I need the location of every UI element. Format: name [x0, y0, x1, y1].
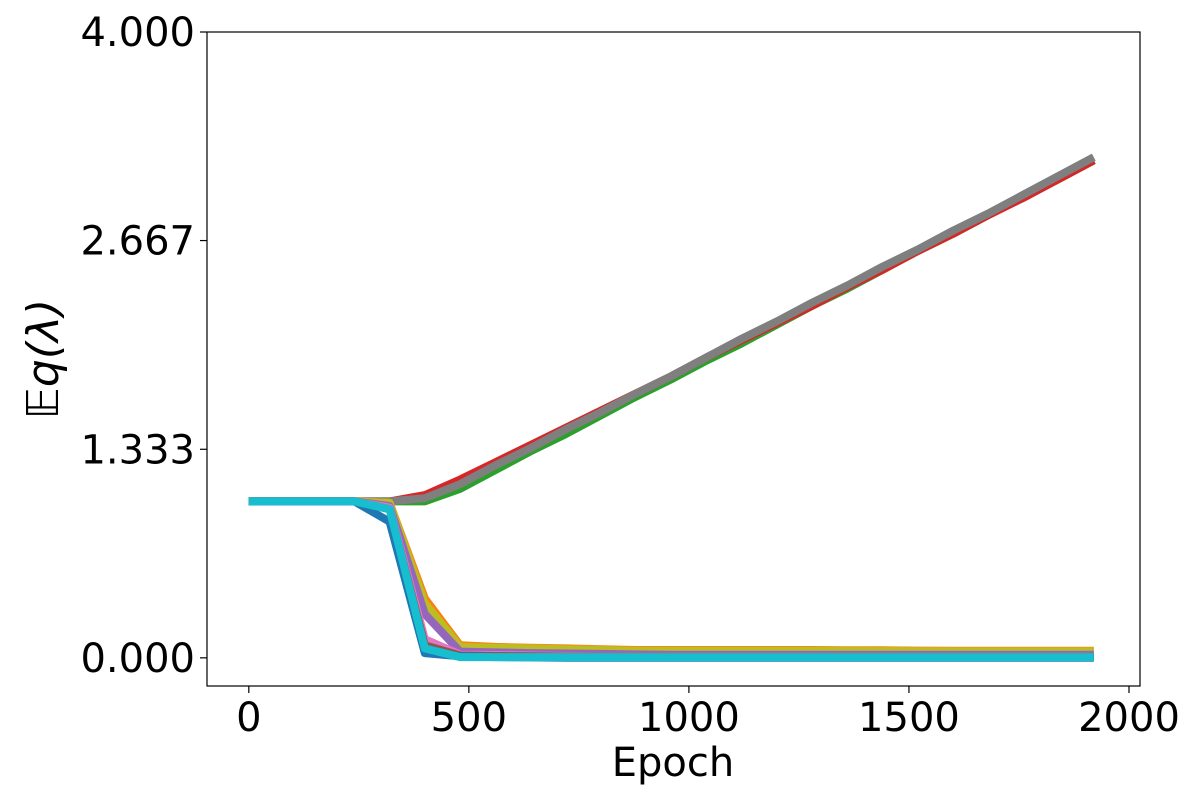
x-axis-title: Epoch — [612, 740, 734, 786]
x-tick-label: 0 — [236, 695, 261, 741]
series-layer — [248, 153, 1096, 662]
series-line-10 — [248, 497, 1094, 662]
y-tick-label: 2.667 — [80, 219, 195, 265]
x-tick-label: 500 — [431, 695, 507, 741]
y-axis: 0.000 1.333 2.667 4.000 — [80, 10, 207, 682]
y-axis-title: 𝔼q(λ) — [18, 299, 69, 419]
plot-area-frame — [206, 31, 1141, 687]
x-tick-label: 1500 — [858, 695, 960, 741]
x-tick-label: 2000 — [1078, 695, 1180, 741]
x-tick-label: 1000 — [638, 695, 740, 741]
x-axis: 0 500 1000 1500 2000 — [236, 686, 1180, 741]
y-tick-label: 4.000 — [80, 10, 195, 56]
y-tick-label: 1.333 — [80, 427, 195, 473]
y-tick-label: 0.000 — [80, 636, 195, 682]
